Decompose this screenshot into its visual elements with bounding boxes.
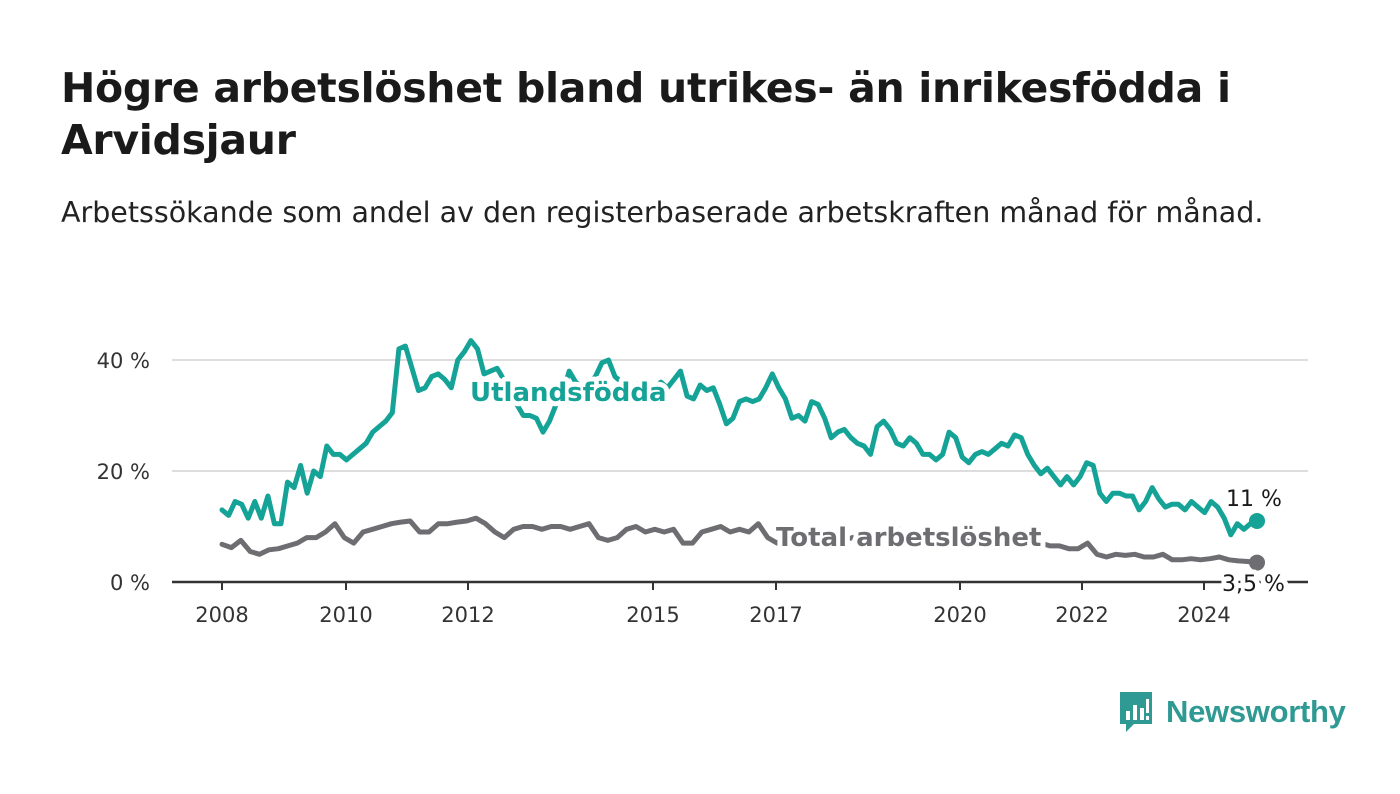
newsworthy-logo-icon — [1120, 692, 1152, 732]
x-tick-label: 2022 — [1055, 603, 1108, 627]
series-label-total: Total arbetslöshet — [776, 523, 1041, 553]
series-endpoint-total — [1249, 554, 1265, 571]
series-layer — [219, 338, 1265, 571]
x-tick-label: 2010 — [319, 603, 372, 627]
end-label-total: 3,5 % — [1222, 572, 1285, 597]
series-line-total — [219, 515, 1260, 566]
x-tick-label: 2012 — [441, 603, 494, 627]
newsworthy-logo: Newsworthy — [1118, 690, 1346, 734]
x-tick-label: 2020 — [933, 603, 986, 627]
grid-layer: 0 % 20 % 40 % 2008 2010 2012 2015 2017 2020 2022 2… — [97, 349, 1308, 627]
series-label-utlandsfodda-halo: Utlandsfödda — [470, 378, 667, 408]
y-tick-label: 0 % — [110, 571, 150, 595]
chart-title: Högre arbetslöshet bland utrikes- än inr… — [61, 64, 1231, 164]
series-label-utlandsfodda: Utlandsfödda — [470, 378, 667, 408]
y-tick-label: 40 % — [97, 349, 150, 373]
end-label-total-halo: 3,5 % — [1222, 572, 1285, 597]
series-line-utlandsfodda — [219, 338, 1260, 538]
x-tick-label: 2017 — [749, 603, 802, 627]
x-tick-label: 2024 — [1177, 603, 1230, 627]
end-label-utlandsfodda: 11 % — [1226, 487, 1282, 512]
series-endpoint-utlandsfodda — [1249, 512, 1265, 529]
x-tick-label: 2008 — [195, 603, 248, 627]
chart-subtitle: Arbetssökande som andel av den registerb… — [61, 196, 1264, 229]
y-tick-label: 20 % — [97, 460, 150, 484]
x-tick-label: 2015 — [626, 603, 679, 627]
series-label-total-halo: Total arbetslöshet — [776, 523, 1041, 553]
logo-text: Newsworthy — [1166, 694, 1346, 729]
